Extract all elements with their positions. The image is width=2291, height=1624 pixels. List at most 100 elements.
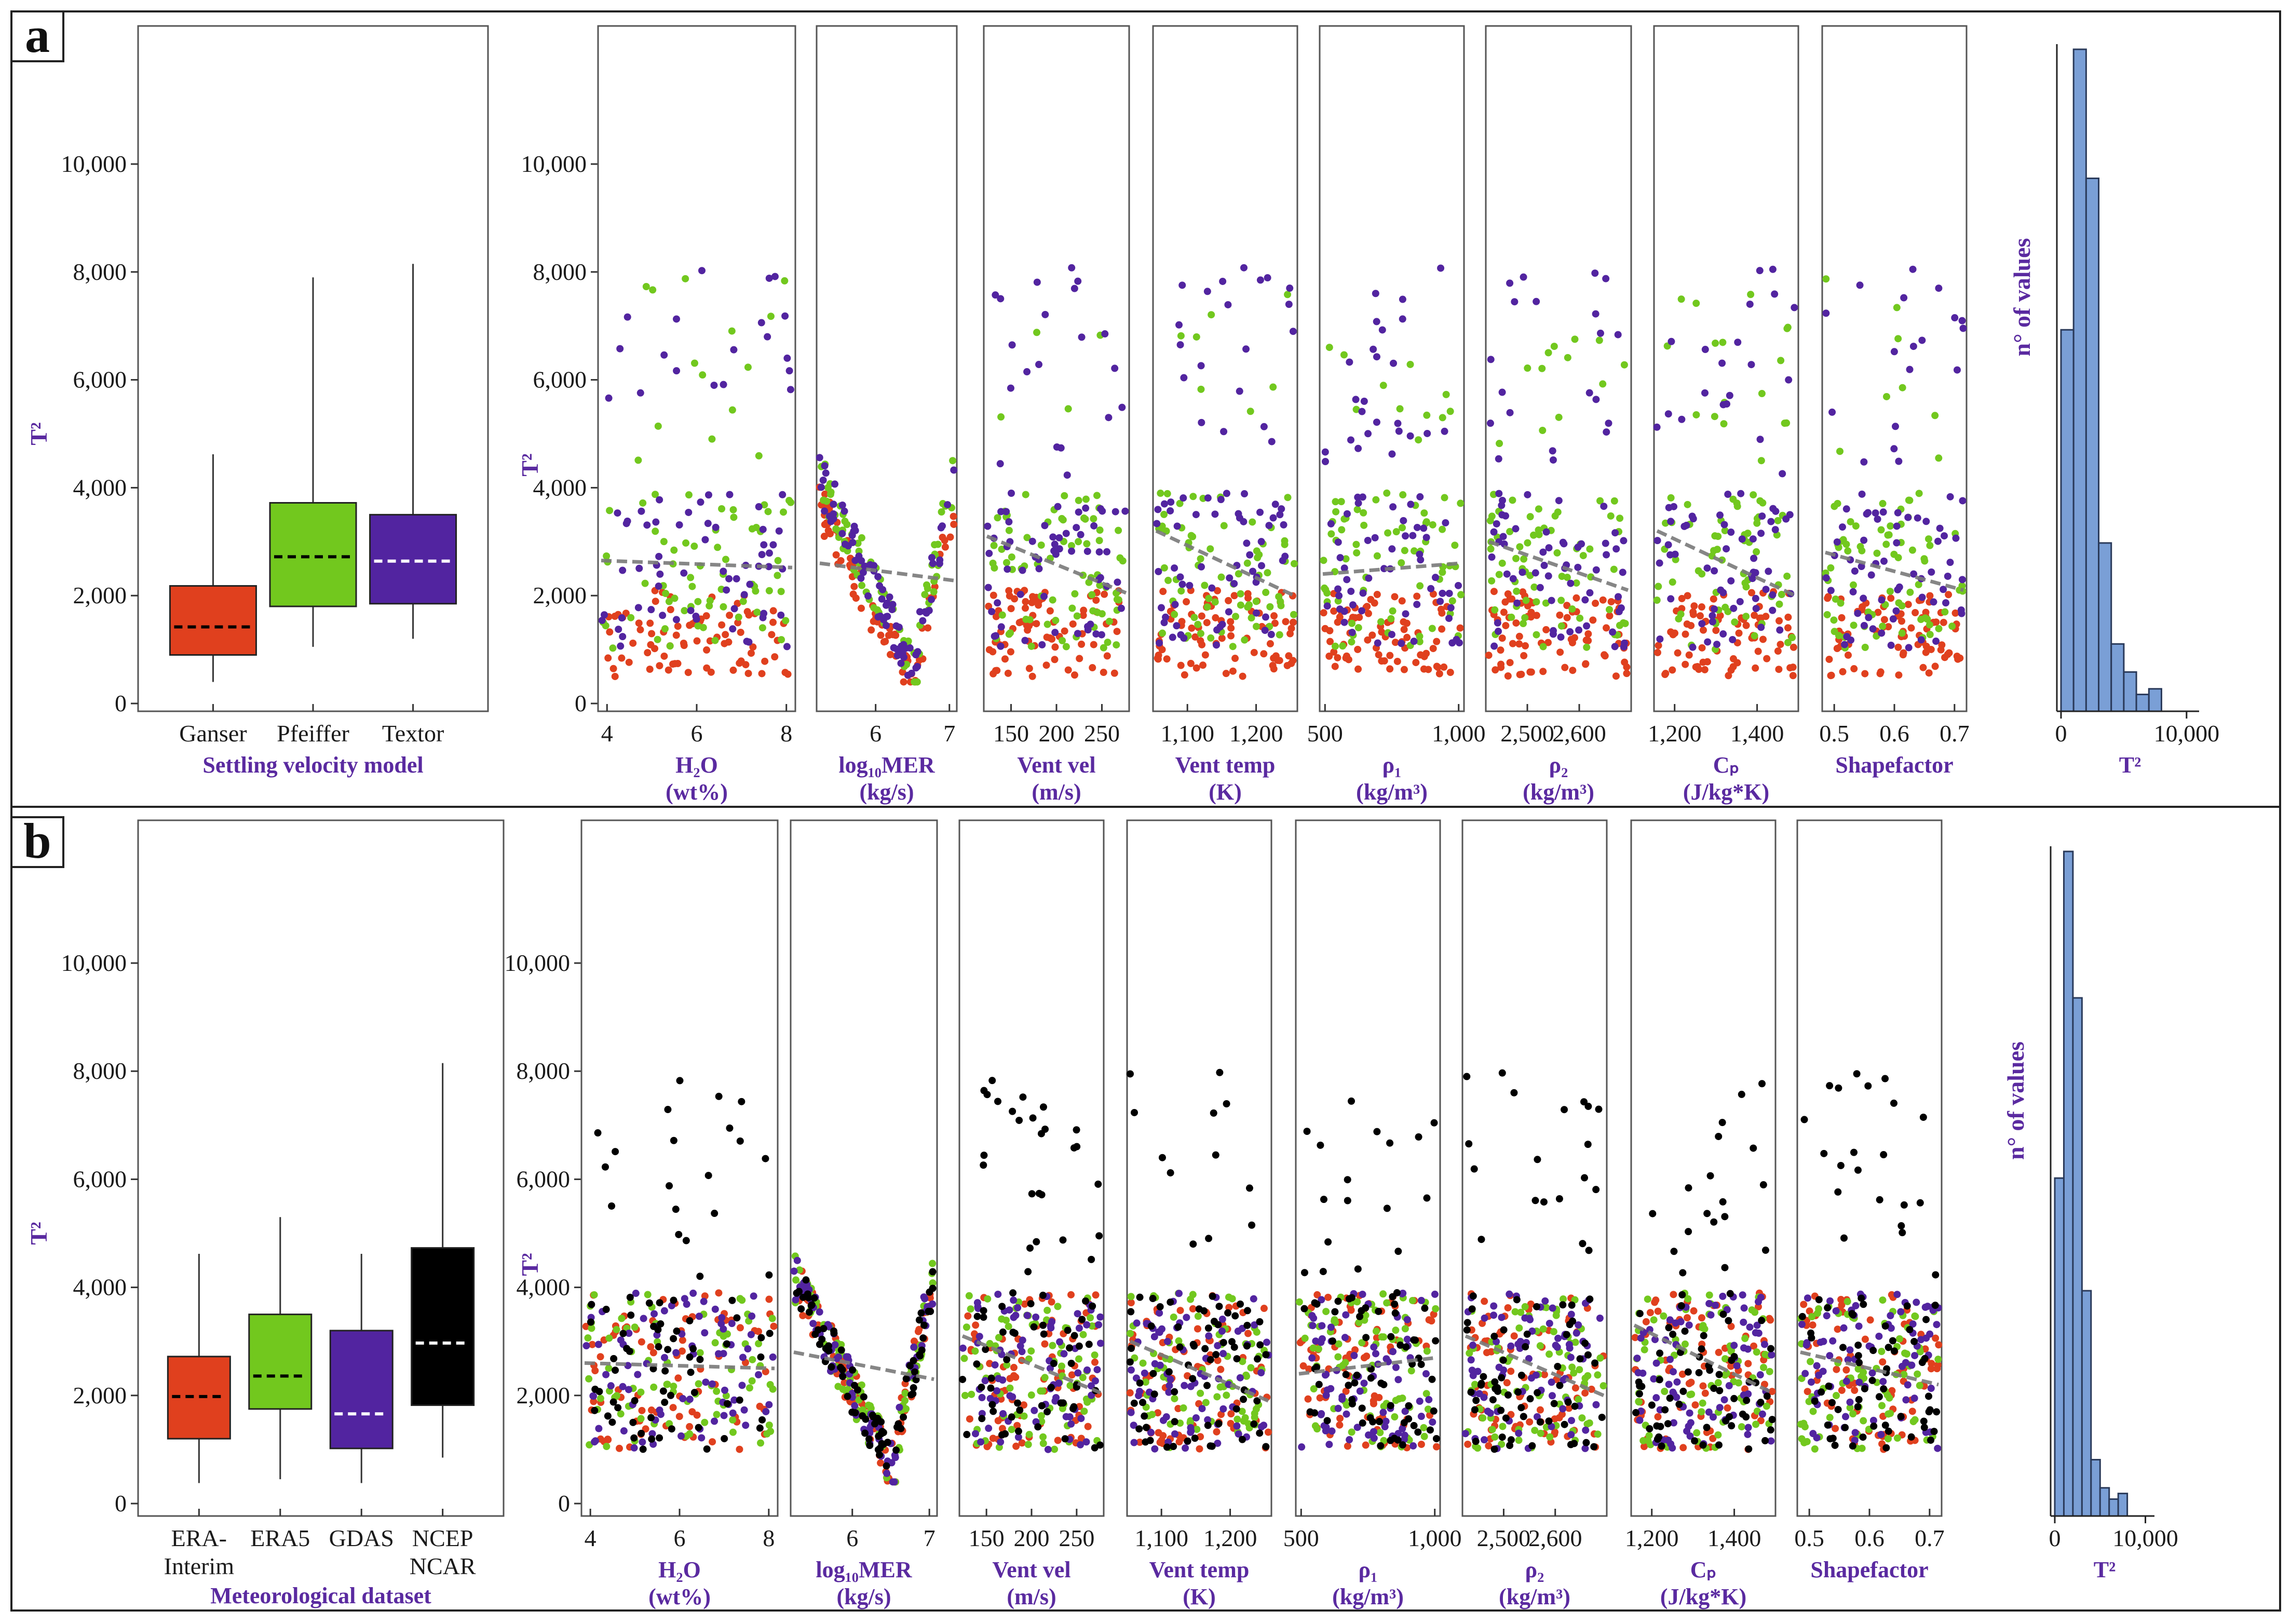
data-point-green xyxy=(1644,1437,1652,1444)
data-point-purple xyxy=(1343,576,1351,584)
data-point-purple xyxy=(1074,1369,1082,1377)
data-point-black xyxy=(1136,1379,1144,1387)
data-point-purple xyxy=(1498,388,1506,396)
x-tick-label: 10,000 xyxy=(2112,1525,2178,1551)
data-point-red xyxy=(1563,614,1571,621)
data-point-purple xyxy=(638,507,645,515)
data-point-black xyxy=(1564,1398,1572,1406)
data-point-green xyxy=(843,521,851,529)
data-point-purple xyxy=(1455,581,1462,589)
data-point-purple xyxy=(883,599,891,607)
data-point-green xyxy=(1557,622,1565,630)
data-point-red xyxy=(1536,1406,1544,1414)
data-point-purple xyxy=(1568,1417,1576,1425)
data-point-purple xyxy=(1909,343,1917,350)
data-point-purple xyxy=(1909,265,1917,273)
data-point-purple xyxy=(1436,598,1444,605)
data-point-green xyxy=(1572,579,1580,587)
data-point-green xyxy=(768,1315,776,1322)
x-tick-label: 250 xyxy=(1059,1525,1094,1551)
data-point-purple xyxy=(801,1284,808,1292)
data-point-black xyxy=(1685,1184,1692,1192)
data-point-purple xyxy=(1192,511,1200,519)
data-point-green xyxy=(1788,634,1796,642)
data-point-purple xyxy=(1905,644,1913,652)
data-point-green xyxy=(1243,1372,1251,1380)
data-point-red xyxy=(1933,1365,1941,1373)
data-point-purple xyxy=(1851,1429,1859,1437)
data-point-purple xyxy=(1074,1310,1081,1318)
data-point-green xyxy=(1177,587,1185,595)
data-point-red xyxy=(1725,672,1732,680)
data-point-purple xyxy=(1156,639,1163,647)
data-point-green xyxy=(1616,515,1624,522)
data-point-black xyxy=(1646,1425,1653,1432)
data-point-red xyxy=(1283,661,1291,669)
data-point-purple xyxy=(819,476,827,484)
data-point-red xyxy=(1483,1349,1490,1357)
data-point-purple xyxy=(1441,427,1448,435)
data-point-red xyxy=(924,624,932,632)
data-point-black xyxy=(1224,1309,1232,1317)
data-point-black xyxy=(1414,1428,1422,1436)
data-point-purple xyxy=(1388,450,1396,458)
data-point-black xyxy=(1250,1420,1258,1428)
x-tick-label: 10,000 xyxy=(2154,720,2220,747)
data-point-purple xyxy=(1904,513,1912,521)
data-point-red xyxy=(1683,1314,1691,1322)
x-tick-label: 1,200 xyxy=(1625,1525,1679,1551)
data-point-purple xyxy=(1515,1429,1523,1437)
data-point-green xyxy=(1524,539,1531,547)
data-point-red xyxy=(644,649,652,657)
data-point-green xyxy=(1571,335,1579,343)
data-point-purple xyxy=(1673,1393,1680,1401)
data-point-green xyxy=(1847,518,1854,525)
data-point-red xyxy=(1839,668,1847,675)
data-point-purple xyxy=(1533,297,1540,305)
data-point-purple xyxy=(886,593,893,601)
data-point-red xyxy=(1715,1348,1723,1356)
data-point-purple xyxy=(1880,557,1888,565)
x-tick-label: 8 xyxy=(780,720,792,747)
data-point-black xyxy=(1394,1248,1402,1255)
data-point-green xyxy=(796,1266,804,1274)
panel-frame xyxy=(10,806,2281,1612)
data-point-black xyxy=(851,1409,859,1417)
data-point-purple xyxy=(1868,1369,1876,1377)
data-point-black xyxy=(1300,1269,1308,1277)
data-point-green xyxy=(722,1392,730,1400)
data-point-purple xyxy=(1424,429,1431,437)
data-point-purple xyxy=(1652,1359,1660,1367)
data-point-purple xyxy=(1739,1291,1746,1299)
data-point-purple xyxy=(760,541,768,549)
data-point-green xyxy=(1243,559,1251,567)
data-point-black xyxy=(907,1391,915,1399)
data-point-purple xyxy=(1719,589,1727,597)
data-point-purple xyxy=(634,604,642,612)
data-point-purple xyxy=(1829,1337,1837,1345)
data-point-black xyxy=(638,1429,645,1437)
data-point-green xyxy=(757,1439,765,1447)
data-point-black xyxy=(612,1148,619,1156)
data-point-green xyxy=(1873,549,1881,557)
trend-line xyxy=(1825,550,1964,592)
data-point-purple xyxy=(1353,1424,1361,1431)
data-point-purple xyxy=(1372,290,1379,297)
data-point-purple xyxy=(1394,419,1402,427)
data-point-purple xyxy=(1389,1348,1397,1356)
data-point-purple xyxy=(1250,1295,1257,1303)
data-point-purple xyxy=(1664,541,1672,549)
data-point-purple xyxy=(1908,1361,1916,1369)
data-point-purple xyxy=(1261,627,1269,634)
data-point-purple xyxy=(851,557,859,564)
data-point-red xyxy=(1669,666,1676,674)
data-point-green xyxy=(1295,1298,1303,1306)
data-point-red xyxy=(1054,1437,1062,1444)
data-point-red xyxy=(1568,639,1576,646)
data-point-green xyxy=(1233,1415,1241,1423)
data-point-purple xyxy=(1175,321,1183,329)
data-point-purple xyxy=(1031,1406,1038,1414)
data-point-purple xyxy=(1074,630,1081,638)
data-point-green xyxy=(1571,1296,1579,1304)
